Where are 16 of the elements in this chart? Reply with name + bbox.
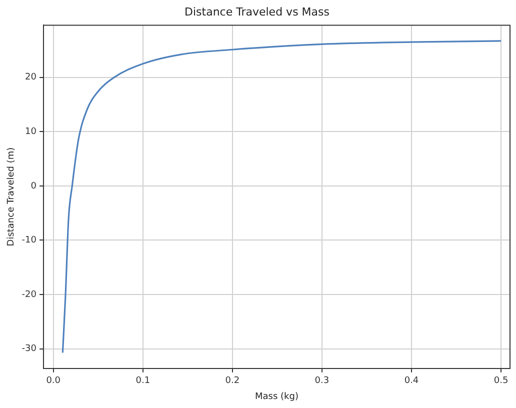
x-tick-label: 0.5 (494, 376, 508, 386)
line-series (62, 40, 502, 354)
x-tick-label: 0.3 (314, 376, 330, 386)
y-axis-title: Distance Traveled (m) (6, 147, 17, 246)
x-axis-title: Mass (kg) (255, 392, 298, 402)
x-tick-label: 0.0 (46, 376, 61, 386)
y-tick-label: -30 (22, 344, 37, 354)
y-tick-label: 20 (25, 72, 37, 83)
x-tick-label: 0.2 (225, 376, 240, 386)
x-tick-label: 0.4 (404, 376, 419, 386)
y-tick-label: -20 (22, 290, 37, 300)
y-tick-label: 0 (30, 181, 37, 192)
chart-title: Distance Traveled vs Mass (184, 5, 330, 18)
y-tick-label: -10 (22, 236, 37, 246)
y-tick-label: 10 (25, 126, 37, 137)
x-tick-label: 0.1 (136, 376, 150, 386)
